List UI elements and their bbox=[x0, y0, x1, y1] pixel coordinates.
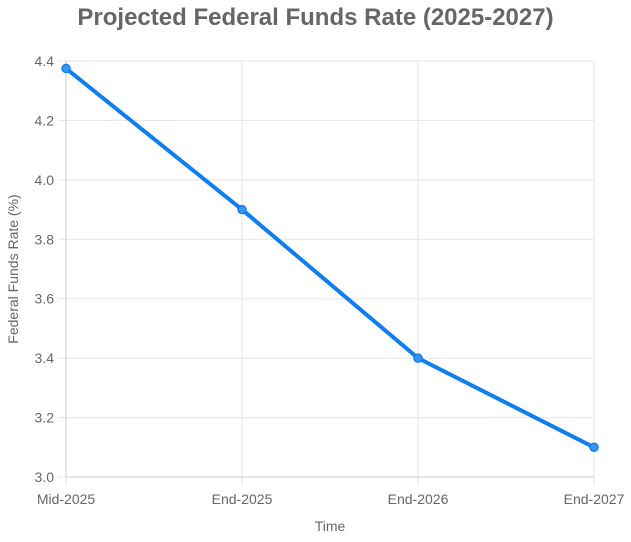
x-axis-title: Time bbox=[315, 518, 346, 534]
data-point bbox=[237, 204, 247, 215]
y-tick-label: 4.0 bbox=[35, 172, 55, 188]
grid bbox=[65, 60, 595, 478]
axes bbox=[58, 60, 595, 485]
data-point bbox=[589, 442, 599, 453]
y-axis-title: Federal Funds Rate (%) bbox=[5, 194, 21, 343]
y-tick-label: 3.0 bbox=[35, 469, 55, 485]
y-tick-label: 3.4 bbox=[35, 350, 55, 366]
x-tick-label: End-2027 bbox=[564, 491, 625, 507]
y-tick-label: 4.4 bbox=[35, 53, 55, 69]
series-line bbox=[64, 66, 596, 450]
y-tick-label: 3.2 bbox=[35, 410, 55, 426]
data-points bbox=[61, 63, 599, 453]
x-tick-label: End-2026 bbox=[388, 491, 449, 507]
y-tick-label: 4.2 bbox=[35, 112, 55, 128]
data-point bbox=[413, 353, 423, 363]
x-tick-label: Mid-2025 bbox=[37, 491, 96, 507]
y-tick-label: 3.8 bbox=[35, 231, 55, 247]
x-tick-label: End-2025 bbox=[212, 491, 273, 507]
data-point bbox=[61, 63, 71, 74]
tick-labels: 3.0 3.2 3.4 3.6 3.8 4.0 4.2 4.4 Mid-2025 End-2025… bbox=[35, 53, 625, 507]
chart-title: Projected Federal Funds Rate (2025-2027) bbox=[77, 4, 554, 31]
y-tick-label: 3.6 bbox=[35, 291, 55, 307]
